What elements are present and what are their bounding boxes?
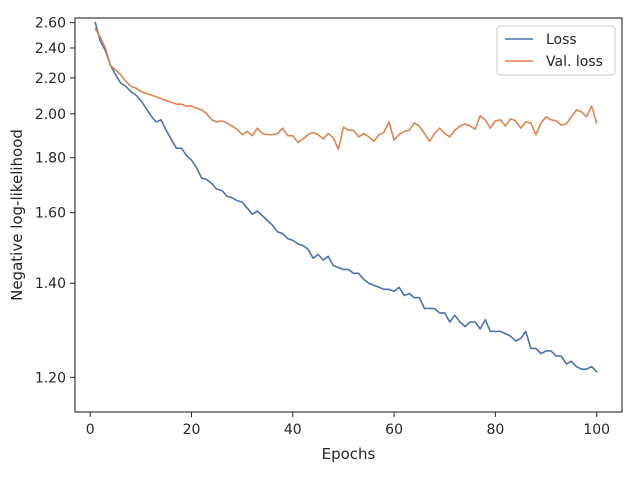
series-line-loss bbox=[94, 21, 598, 373]
y-tick-label: 1.20 bbox=[35, 370, 66, 386]
y-tick-label: 1.40 bbox=[35, 276, 66, 292]
series-line-val-loss bbox=[94, 27, 598, 151]
y-tick-label: 2.00 bbox=[35, 107, 66, 123]
legend: Loss Val. loss bbox=[496, 25, 616, 76]
y-axis-label: Negative log-likelihood bbox=[8, 129, 26, 301]
y-tick-label: 2.20 bbox=[35, 71, 66, 87]
x-axis-label: Epochs bbox=[322, 445, 376, 463]
y-axis: 1.20 1.40 1.60 1.80 2.00 2.20 2.40 2.60 bbox=[35, 16, 75, 386]
y-tick-label: 1.60 bbox=[35, 206, 66, 222]
x-tick-label: 0 bbox=[86, 422, 95, 438]
legend-label-loss: Loss bbox=[546, 32, 577, 48]
legend-label-val-loss: Val. loss bbox=[546, 54, 603, 70]
x-tick-label: 20 bbox=[183, 422, 201, 438]
x-tick-label: 60 bbox=[385, 422, 403, 438]
plot-frame bbox=[74, 17, 623, 413]
y-tick-label: 2.60 bbox=[35, 16, 66, 32]
x-tick-label: 100 bbox=[583, 422, 610, 438]
plot-area bbox=[94, 21, 598, 373]
x-tick-label: 40 bbox=[284, 422, 302, 438]
x-tick-label: 80 bbox=[486, 422, 504, 438]
y-tick-label: 2.40 bbox=[35, 41, 66, 57]
x-axis: 0 20 40 60 80 100 bbox=[86, 412, 610, 438]
y-tick-label: 1.80 bbox=[35, 151, 66, 167]
